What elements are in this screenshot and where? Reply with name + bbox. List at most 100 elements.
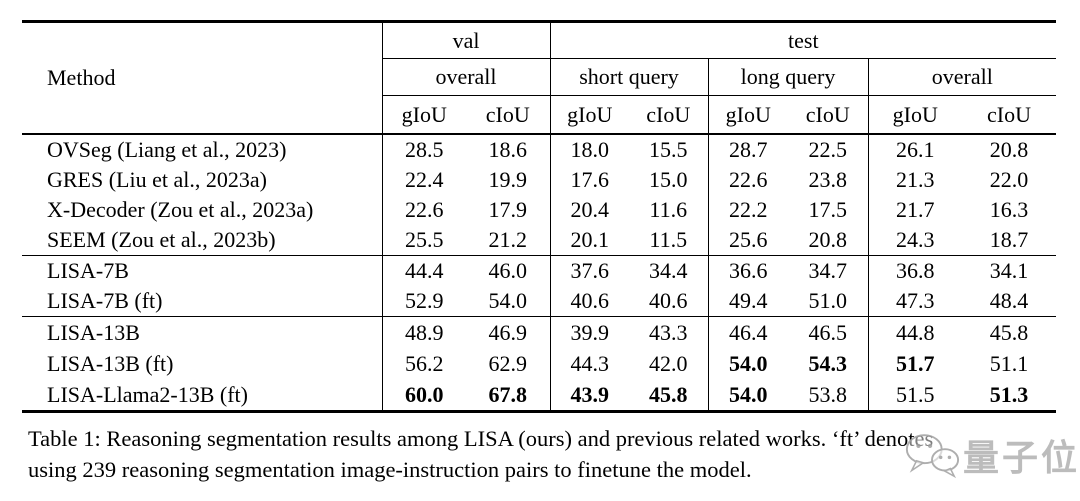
caption-line-1: Table 1: Reasoning segmentation results … — [28, 426, 934, 451]
value-cell: 53.8 — [808, 381, 848, 407]
value-cell: 25.5 — [381, 225, 466, 256]
table-caption: Table 1: Reasoning segmentation results … — [28, 423, 1073, 485]
value-cell: 25.6 — [707, 225, 789, 256]
value-cell: 36.6 — [707, 255, 789, 286]
value-cell: 46.0 — [488, 258, 528, 283]
table-row: OVSeg (Liang et al., 2023) 28.5 18.6 18.… — [22, 134, 1056, 165]
value-cell: 43.3 — [649, 319, 688, 345]
value-cell: 37.6 — [549, 255, 630, 286]
value-cell: 28.5 — [381, 134, 466, 165]
value-cell: 54.0 — [488, 288, 528, 313]
value-cell: 15.0 — [649, 167, 688, 192]
value-cell: 11.6 — [649, 197, 688, 222]
value-cell: 49.4 — [707, 286, 789, 317]
watermark: 量子位 — [903, 430, 1080, 480]
table-row: LISA-Llama2-13B (ft) 60.0 67.8 43.9 45.8… — [22, 379, 1056, 412]
test-split-header: test — [549, 21, 1057, 59]
results-table: Method val test overall short query long… — [22, 20, 1057, 413]
value-cell: 20.1 — [549, 225, 630, 256]
value-cell: 67.8 — [488, 381, 528, 407]
table-row: LISA-7B 44.4 46.0 37.6 34.4 36.6 34.7 36… — [22, 255, 1056, 286]
watermark-text: 量子位 — [963, 438, 1080, 479]
value-cell: 36.8 — [867, 255, 963, 286]
value-cell: 40.6 — [649, 288, 688, 313]
test-overall-header: overall — [867, 58, 1057, 96]
method-cell: LISA-13B — [47, 319, 140, 345]
value-cell: 45.8 — [989, 319, 1029, 345]
header-row-metrics: gIoU cIoU gIoU cIoU gIoU cIoU gIoU cIoU — [22, 95, 1056, 134]
value-cell: 22.6 — [381, 195, 466, 225]
metric-header: gIoU — [867, 95, 963, 134]
metric-header: cIoU — [987, 101, 1032, 127]
value-cell: 34.7 — [808, 258, 848, 283]
value-cell: 60.0 — [381, 379, 466, 412]
value-cell: 62.9 — [488, 350, 528, 376]
value-cell: 18.7 — [989, 227, 1029, 252]
value-cell: 22.6 — [707, 165, 789, 195]
value-cell: 18.6 — [488, 137, 528, 162]
value-cell: 17.5 — [808, 197, 848, 222]
table-row: LISA-7B (ft) 52.9 54.0 40.6 40.6 49.4 51… — [22, 286, 1056, 317]
value-cell: 22.4 — [381, 165, 466, 195]
method-cell: LISA-13B (ft) — [47, 350, 174, 376]
value-cell: 51.1 — [989, 350, 1029, 376]
value-cell: 44.8 — [867, 316, 963, 348]
value-cell: 15.5 — [649, 137, 688, 162]
value-cell: 21.7 — [867, 195, 963, 225]
metric-header: gIoU — [381, 95, 466, 134]
value-cell: 44.4 — [381, 255, 466, 286]
lisa-13b-group: LISA-13B 48.9 46.9 39.9 43.3 46.4 46.5 4… — [22, 316, 1056, 412]
value-cell: 46.4 — [707, 316, 789, 348]
value-cell: 43.9 — [549, 379, 630, 412]
value-cell: 42.0 — [649, 350, 688, 376]
value-cell: 23.8 — [808, 167, 848, 192]
metric-header: cIoU — [805, 101, 850, 127]
value-cell: 51.3 — [989, 381, 1029, 407]
table-row: LISA-13B (ft) 56.2 62.9 44.3 42.0 54.0 5… — [22, 348, 1056, 379]
value-cell: 22.0 — [989, 167, 1029, 192]
metric-header: gIoU — [549, 95, 630, 134]
method-cell: OVSeg (Liang et al., 2023) — [47, 137, 287, 162]
value-cell: 11.5 — [649, 227, 688, 252]
value-cell: 19.9 — [488, 167, 528, 192]
value-cell: 40.6 — [549, 286, 630, 317]
value-cell: 48.9 — [381, 316, 466, 348]
metric-header: gIoU — [707, 95, 789, 134]
value-cell: 46.9 — [488, 319, 528, 345]
value-cell: 52.9 — [381, 286, 466, 317]
method-cell: LISA-7B — [47, 258, 129, 283]
lisa-7b-group: LISA-7B 44.4 46.0 37.6 34.4 36.6 34.7 36… — [22, 255, 1057, 317]
wechat-icon — [905, 434, 960, 479]
value-cell: 51.0 — [808, 288, 848, 313]
value-cell: 54.0 — [707, 379, 789, 412]
value-cell: 51.7 — [867, 348, 963, 379]
method-cell: LISA-7B (ft) — [47, 288, 163, 313]
value-cell: 51.5 — [867, 379, 963, 412]
value-cell: 21.2 — [488, 227, 528, 252]
value-cell: 16.3 — [989, 197, 1029, 222]
long-query-header: long query — [707, 58, 869, 96]
value-cell: 34.4 — [649, 258, 688, 283]
metric-header: cIoU — [485, 101, 530, 127]
value-cell: 20.8 — [989, 137, 1029, 162]
method-cell: SEEM (Zou et al., 2023b) — [47, 227, 276, 252]
caption-line-2: using 239 reasoning segmentation image-i… — [28, 457, 752, 482]
value-cell: 47.3 — [867, 286, 963, 317]
value-cell: 18.0 — [549, 134, 630, 165]
value-cell: 56.2 — [381, 348, 466, 379]
value-cell: 34.1 — [989, 258, 1029, 283]
value-cell: 22.2 — [707, 195, 789, 225]
table-row: SEEM (Zou et al., 2023b) 25.5 21.2 20.1 … — [22, 225, 1056, 256]
method-cell: X-Decoder (Zou et al., 2023a) — [47, 197, 314, 222]
method-cell: LISA-Llama2-13B (ft) — [47, 381, 248, 407]
value-cell: 24.3 — [867, 225, 963, 256]
value-cell: 20.8 — [808, 227, 848, 252]
value-cell: 39.9 — [549, 316, 630, 348]
val-overall-header: overall — [381, 58, 551, 96]
value-cell: 44.3 — [549, 348, 630, 379]
table-row: X-Decoder (Zou et al., 2023a) 22.6 17.9 … — [22, 195, 1056, 225]
value-cell: 54.3 — [808, 350, 848, 376]
table-header: Method val test overall short query long… — [22, 21, 1057, 134]
method-column-header: Method — [47, 65, 116, 90]
